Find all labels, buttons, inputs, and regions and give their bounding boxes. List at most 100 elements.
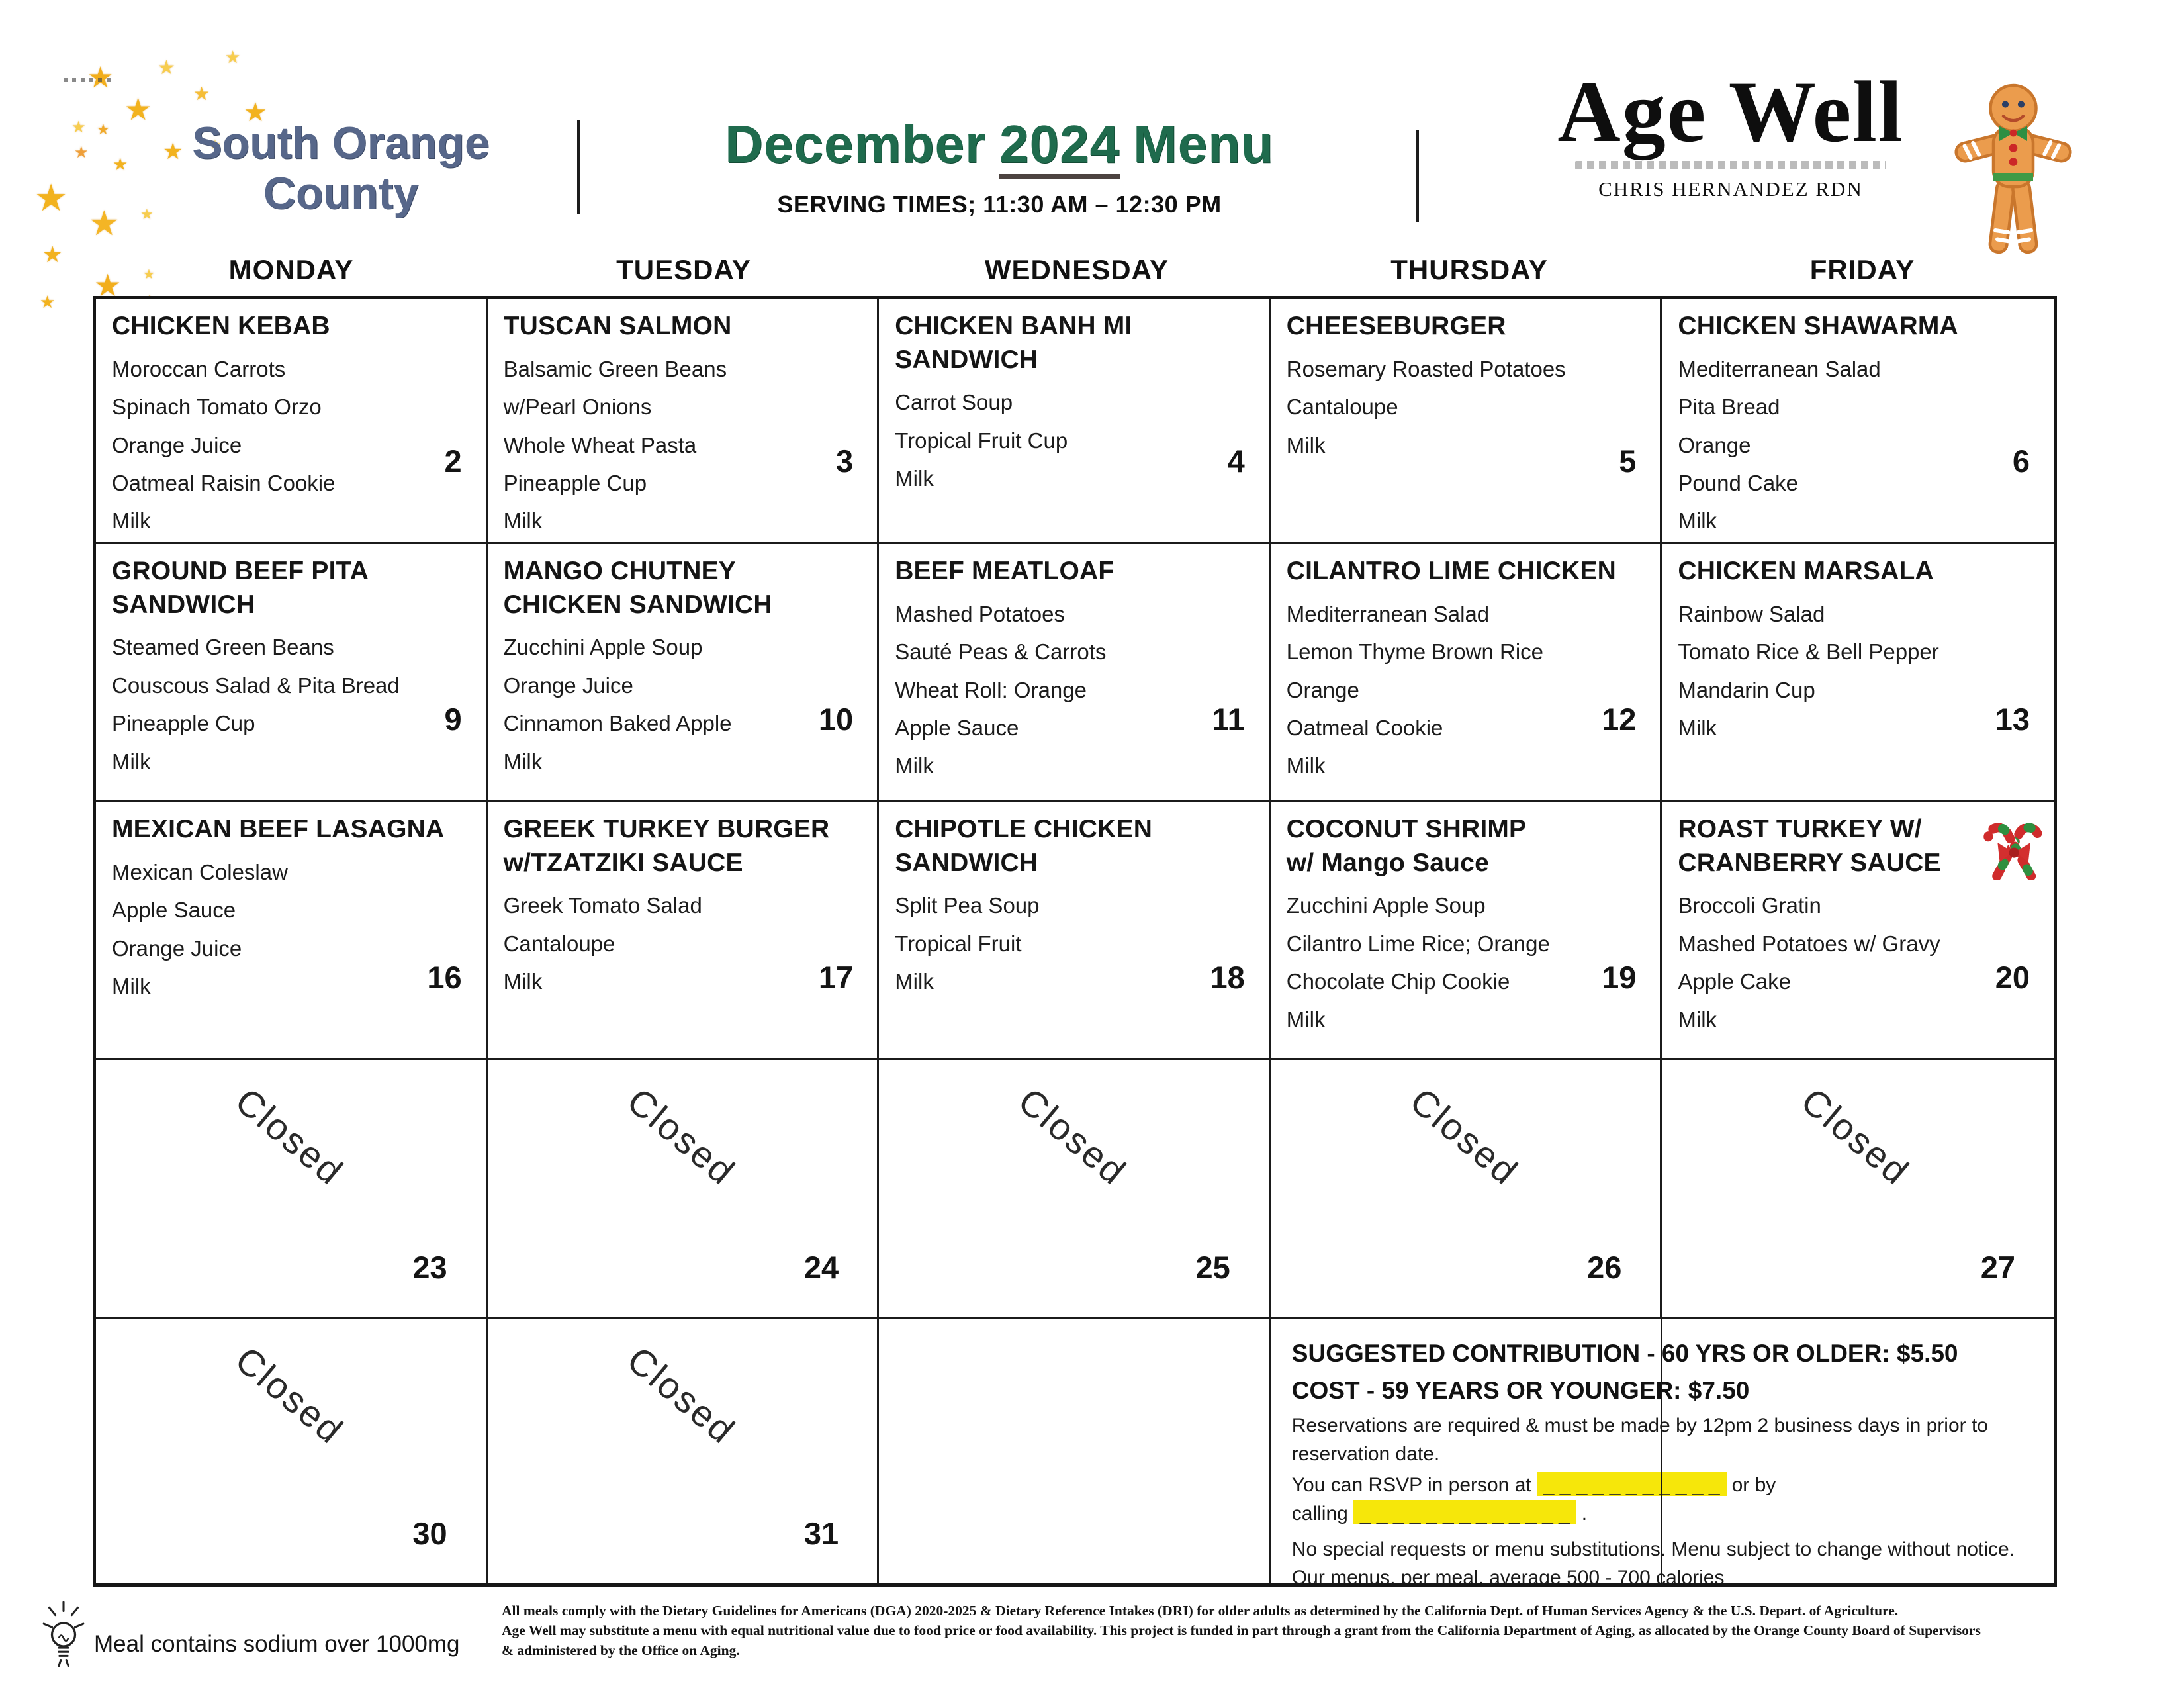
day-header-monday: MONDAY xyxy=(228,254,354,285)
meal-items: Steamed Green Beans Couscous Salad & Pit… xyxy=(112,635,400,774)
day-number: 18 xyxy=(1210,960,1245,995)
day-number: 20 xyxy=(1995,960,2030,995)
day-number: 2 xyxy=(444,444,462,479)
meal-title: COCONUT SHRIMP w/ Mango Sauce xyxy=(1286,815,1527,877)
closed-label: Closed xyxy=(227,1079,352,1194)
menu-calendar-table: CHICKEN KEBAB Moroccan Carrots Spinach T… xyxy=(93,296,2057,1587)
closed-cell-dec-27: Closed 27 xyxy=(1662,1060,2054,1319)
star-icon: ★ xyxy=(163,138,183,165)
meal-items: Balsamic Green Beans w/Pearl Onions Whol… xyxy=(503,356,727,534)
star-icon: ★ xyxy=(124,91,152,127)
closed-label: Closed xyxy=(619,1338,744,1452)
brand-logo-text: Age Well xyxy=(1557,63,1904,160)
meal-items: Carrot Soup Tropical Fruit Cup Milk xyxy=(895,390,1068,491)
menu-cell-dec-16: MEXICAN BEEF LASAGNA Mexican Coleslaw Ap… xyxy=(96,802,488,1060)
meal-items: Zucchini Apple Soup Cilantro Lime Rice; … xyxy=(1286,893,1550,1032)
closed-label: Closed xyxy=(227,1338,352,1452)
day-number: 27 xyxy=(1980,1250,2015,1285)
cost-line: COST - 59 YEARS OR YOUNGER: $7.50 xyxy=(1291,1376,1750,1404)
meal-items: Zucchini Apple Soup Orange Juice Cinnamo… xyxy=(503,635,732,774)
day-number: 30 xyxy=(412,1516,447,1551)
menu-cell-dec-11: BEEF MEATLOAF Mashed Potatoes Sauté Peas… xyxy=(879,544,1271,802)
day-number: 13 xyxy=(1995,702,2030,737)
meal-items: Split Pea Soup Tropical Fruit Milk xyxy=(895,893,1040,994)
reservation-note: Reservations are required & must be made… xyxy=(1291,1415,1988,1465)
star-icon: ★ xyxy=(34,177,68,220)
closed-label: Closed xyxy=(1402,1079,1527,1194)
day-number: 10 xyxy=(818,702,854,737)
meal-title: GREEK TURKEY BURGER w/TZATZIKI SAUCE xyxy=(503,815,830,877)
day-number: 19 xyxy=(1602,960,1637,995)
meal-title: CHICKEN MARSALA xyxy=(1678,557,1934,585)
meal-items: Rosemary Roasted Potatoes Cantaloupe Mil… xyxy=(1286,356,1566,457)
rsvp-line: You can RSVP in person at _ _ _ _ _ _ _ _… xyxy=(1292,1472,2036,1528)
menu-cell-dec-9: GROUND BEEF PITA SANDWICH Steamed Green … xyxy=(96,544,488,802)
menu-cell-dec-3: TUSCAN SALMON Balsamic Green Beans w/Pea… xyxy=(487,299,880,544)
title-year: 2024 xyxy=(999,115,1120,179)
star-icon: ★ xyxy=(74,143,89,162)
meal-items: Moroccan Carrots Spinach Tomato Orzo Ora… xyxy=(112,356,336,534)
meal-title: CHICKEN KEBAB xyxy=(112,312,330,340)
menu-cell-dec-18: CHIPOTLE CHICKEN SANDWICH Split Pea Soup… xyxy=(879,802,1271,1060)
scan-smudge xyxy=(64,78,115,82)
menu-cell-dec-5: CHEESEBURGER Rosemary Roasted Potatoes C… xyxy=(1270,299,1662,544)
day-number: 4 xyxy=(1227,444,1245,479)
page-title: December 2024 Menu xyxy=(675,114,1324,179)
gingerbread-man-icon xyxy=(1954,83,2072,254)
star-icon: ★ xyxy=(40,293,56,312)
closed-cell-dec-25: Closed 25 xyxy=(879,1060,1271,1319)
menu-cell-dec-6: CHICKEN SHAWARMA Mediterranean Salad Pit… xyxy=(1662,299,2054,544)
day-number: 12 xyxy=(1602,702,1637,737)
day-number: 23 xyxy=(412,1250,447,1285)
star-icon: ★ xyxy=(97,122,110,138)
meal-title: CHIPOTLE CHICKEN SANDWICH xyxy=(895,815,1153,877)
menu-cell-dec-17: GREEK TURKEY BURGER w/TZATZIKI SAUCE Gre… xyxy=(487,802,880,1060)
meal-title: TUSCAN SALMON xyxy=(503,312,732,340)
menu-cell-dec-12: CILANTRO LIME CHICKEN Mediterranean Sala… xyxy=(1270,544,1662,802)
rsvp-phone-blank: _ _ _ _ _ _ _ _ _ _ _ _ _ xyxy=(1353,1499,1576,1524)
serving-times: SERVING TIMES; 11:30 AM – 12:30 PM xyxy=(777,191,1222,218)
day-number: 24 xyxy=(803,1250,839,1285)
dietitian-name: CHRIS HERNANDEZ RDN xyxy=(1598,177,1863,201)
day-header-friday: FRIDAY xyxy=(1809,254,1915,285)
star-icon: ★ xyxy=(225,48,241,68)
day-number: 17 xyxy=(818,960,854,995)
fine-print: All meals comply with the Dietary Guidel… xyxy=(502,1603,1981,1659)
meal-items: Greek Tomato Salad Cantaloupe Milk xyxy=(503,893,702,994)
closed-cell-dec-24: Closed 24 xyxy=(487,1060,880,1319)
meal-title: CILANTRO LIME CHICKEN xyxy=(1286,557,1616,585)
sodium-note: Meal contains sodium over 1000mg xyxy=(94,1631,460,1657)
star-icon: ★ xyxy=(244,97,267,128)
brand-tagline-smudge xyxy=(1575,160,1886,169)
day-number: 31 xyxy=(803,1516,839,1551)
star-icon: ★ xyxy=(140,207,154,223)
day-header-thursday: THURSDAY xyxy=(1390,254,1548,285)
day-number: 9 xyxy=(444,702,462,737)
day-number: 16 xyxy=(427,960,462,995)
meal-title: ROAST TURKEY W/ CRANBERRY SAUCE xyxy=(1678,815,1941,877)
rsvp-middle: or by calling xyxy=(1291,1474,1776,1524)
closed-cell-dec-30: Closed 30 xyxy=(96,1319,488,1583)
rsvp-prefix: You can RSVP in person at xyxy=(1291,1474,1531,1497)
closed-label: Closed xyxy=(1011,1079,1135,1194)
star-icon: ★ xyxy=(193,83,210,105)
star-icon: ★ xyxy=(42,242,63,268)
meal-items: Mexican Coleslaw Apple Sauce Orange Juic… xyxy=(112,859,288,998)
meal-title: MEXICAN BEEF LASAGNA xyxy=(112,815,445,843)
star-icon: ★ xyxy=(87,64,113,93)
rsvp-period: . xyxy=(1581,1502,1588,1524)
menu-cell-dec-2: CHICKEN KEBAB Moroccan Carrots Spinach T… xyxy=(96,299,488,544)
day-header-wednesday: WEDNESDAY xyxy=(984,254,1169,285)
header-divider xyxy=(1416,130,1419,222)
menu-cell-dec-20: ROAST TURKEY W/ CRANBERRY SAUCE Broccoli… xyxy=(1662,802,2054,1060)
day-number: 6 xyxy=(2012,444,2030,479)
day-number: 5 xyxy=(1619,444,1637,479)
meal-items: Broccoli Gratin Mashed Potatoes w/ Gravy… xyxy=(1678,893,1940,1032)
contribution-line: SUGGESTED CONTRIBUTION - 60 YRS OR OLDER… xyxy=(1291,1340,1958,1367)
day-number: 11 xyxy=(1212,702,1245,737)
day-number: 26 xyxy=(1587,1250,1622,1285)
closed-cell-dec-23: Closed 23 xyxy=(96,1060,488,1319)
title-month: December xyxy=(725,115,987,173)
menu-cell-dec-13: CHICKEN MARSALA Rainbow Salad Tomato Ric… xyxy=(1662,544,2054,802)
closed-cell-dec-31: Closed 31 xyxy=(488,1319,880,1583)
